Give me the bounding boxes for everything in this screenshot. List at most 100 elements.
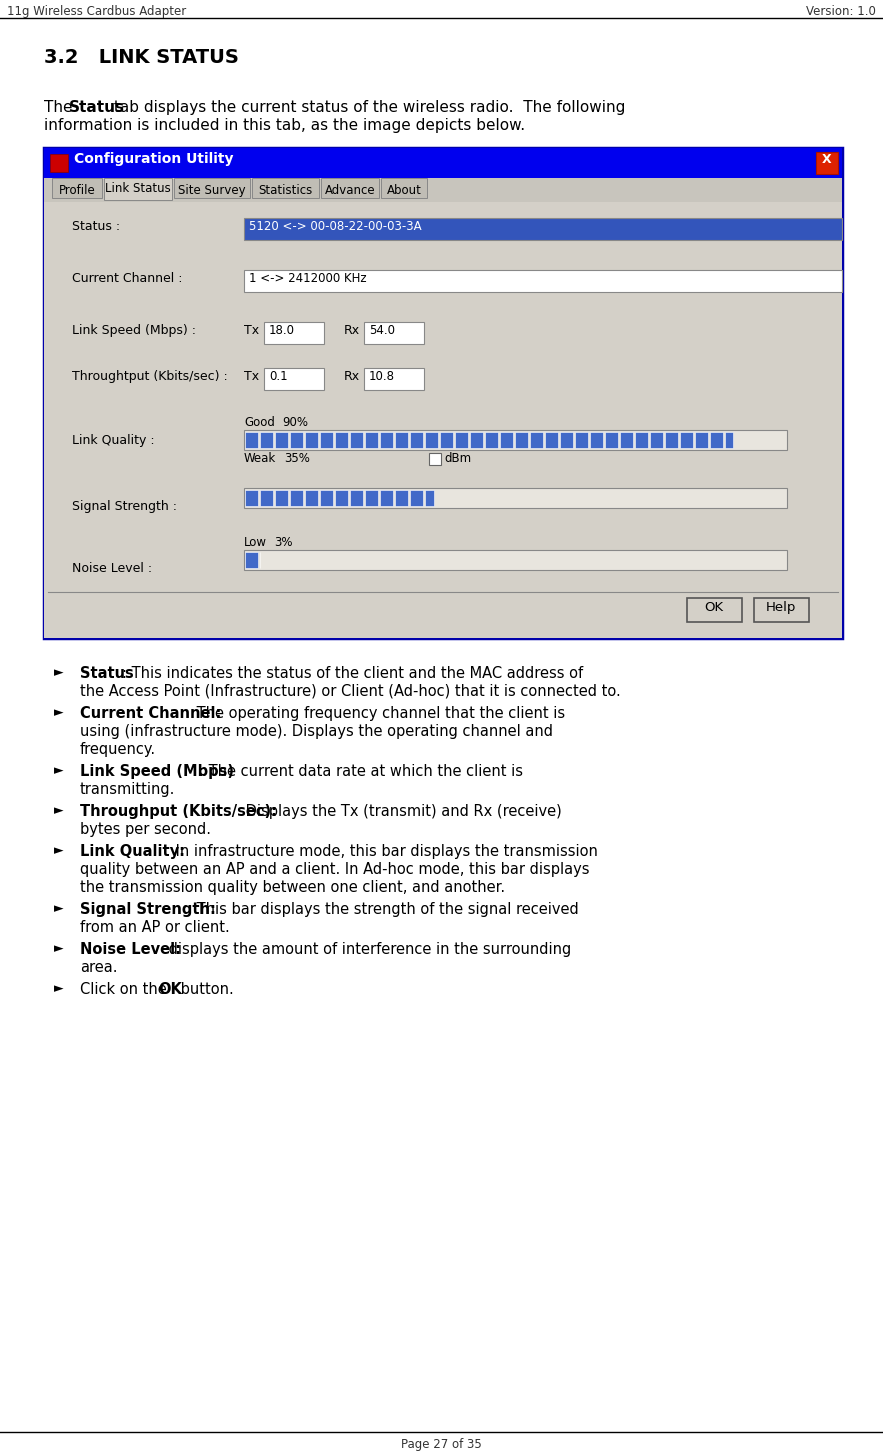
Text: Link Quality:: Link Quality: xyxy=(80,843,185,859)
Text: Noise Level:: Noise Level: xyxy=(80,942,181,957)
Bar xyxy=(260,432,273,448)
Bar xyxy=(470,432,483,448)
Text: Version: 1.0: Version: 1.0 xyxy=(806,4,876,17)
Text: ►: ► xyxy=(54,666,64,679)
Text: Link Speed (Mbps): Link Speed (Mbps) xyxy=(80,763,234,779)
Text: Weak: Weak xyxy=(244,452,276,465)
Text: from an AP or client.: from an AP or client. xyxy=(80,920,230,935)
Bar xyxy=(425,490,434,506)
Text: quality between an AP and a client. In Ad-hoc mode, this bar displays: quality between an AP and a client. In A… xyxy=(80,862,590,877)
Text: Configuration Utility: Configuration Utility xyxy=(74,153,233,166)
Text: Statistics: Statistics xyxy=(258,185,312,196)
Text: OK: OK xyxy=(158,981,182,997)
Bar xyxy=(754,598,809,622)
Bar xyxy=(44,202,842,638)
Bar xyxy=(305,432,318,448)
Text: Help: Help xyxy=(766,601,796,614)
Text: Status: Status xyxy=(69,100,125,115)
Bar xyxy=(260,490,273,506)
Text: ►: ► xyxy=(54,804,64,817)
Bar xyxy=(515,432,528,448)
Text: In infrastructure mode, this bar displays the transmission: In infrastructure mode, this bar display… xyxy=(171,843,598,859)
Bar xyxy=(245,490,258,506)
Text: 3.2   LINK STATUS: 3.2 LINK STATUS xyxy=(44,48,239,67)
Text: : This indicates the status of the client and the MAC address of: : This indicates the status of the clien… xyxy=(122,666,583,680)
Bar xyxy=(680,432,693,448)
Text: Displays the Tx (transmit) and Rx (receive): Displays the Tx (transmit) and Rx (recei… xyxy=(241,804,562,819)
Text: About: About xyxy=(387,185,421,196)
Text: Tx: Tx xyxy=(244,369,259,382)
Text: Status :: Status : xyxy=(72,220,120,233)
Text: Throughtput (Kbits/sec) :: Throughtput (Kbits/sec) : xyxy=(72,369,228,382)
Text: Current Channel :: Current Channel : xyxy=(72,272,183,285)
Text: The operating frequency channel that the client is: The operating frequency channel that the… xyxy=(192,707,565,721)
Bar xyxy=(695,432,708,448)
Text: Low: Low xyxy=(244,537,267,550)
Text: 5120 <-> 00-08-22-00-03-3A: 5120 <-> 00-08-22-00-03-3A xyxy=(249,220,421,233)
Bar xyxy=(725,432,733,448)
Text: Rx: Rx xyxy=(344,324,360,337)
Text: 35%: 35% xyxy=(284,452,310,465)
Bar xyxy=(252,177,319,198)
Text: ►: ► xyxy=(54,763,64,776)
Bar xyxy=(365,490,378,506)
Bar xyxy=(429,454,441,465)
Text: frequency.: frequency. xyxy=(80,742,156,758)
Bar xyxy=(244,550,787,570)
Bar xyxy=(104,177,172,201)
Bar xyxy=(455,432,468,448)
Bar xyxy=(530,432,543,448)
Bar xyxy=(320,490,333,506)
Bar xyxy=(364,368,424,390)
Bar xyxy=(380,490,393,506)
Text: Signal Strength:: Signal Strength: xyxy=(80,901,215,917)
Text: 54.0: 54.0 xyxy=(369,324,395,337)
Bar xyxy=(440,432,453,448)
Text: the Access Point (Infrastructure) or Client (Ad-hoc) that it is connected to.: the Access Point (Infrastructure) or Cli… xyxy=(80,683,621,699)
Text: X: X xyxy=(822,153,832,166)
Bar xyxy=(687,598,742,622)
Text: ►: ► xyxy=(54,942,64,955)
Bar xyxy=(425,432,438,448)
Bar xyxy=(381,177,427,198)
Text: 10.8: 10.8 xyxy=(369,369,395,382)
Text: using (infrastructure mode). Displays the operating channel and: using (infrastructure mode). Displays th… xyxy=(80,724,553,739)
Bar xyxy=(320,432,333,448)
Text: 1 <-> 2412000 KHz: 1 <-> 2412000 KHz xyxy=(249,272,366,285)
Bar xyxy=(364,321,424,345)
Bar xyxy=(245,432,258,448)
Bar xyxy=(635,432,648,448)
Text: Throughput (Kbits/sec):: Throughput (Kbits/sec): xyxy=(80,804,277,819)
Text: ►: ► xyxy=(54,901,64,915)
Bar xyxy=(560,432,573,448)
Text: OK: OK xyxy=(705,601,723,614)
Bar xyxy=(350,490,363,506)
Bar xyxy=(665,432,678,448)
Bar xyxy=(365,432,378,448)
Text: ►: ► xyxy=(54,981,64,995)
Text: : The current data rate at which the client is: : The current data rate at which the cli… xyxy=(199,763,523,779)
Text: button.: button. xyxy=(176,981,234,997)
Text: Signal Strength :: Signal Strength : xyxy=(72,500,177,513)
Text: Noise Level :: Noise Level : xyxy=(72,563,152,574)
Bar xyxy=(395,490,408,506)
Bar xyxy=(264,321,324,345)
Bar xyxy=(545,432,558,448)
Bar xyxy=(321,177,379,198)
Bar xyxy=(410,490,423,506)
Text: information is included in this tab, as the image depicts below.: information is included in this tab, as … xyxy=(44,118,525,132)
Bar xyxy=(264,368,324,390)
Bar xyxy=(575,432,588,448)
Text: ►: ► xyxy=(54,707,64,718)
Text: tab displays the current status of the wireless radio.  The following: tab displays the current status of the w… xyxy=(109,100,625,115)
Text: area.: area. xyxy=(80,960,117,976)
Bar xyxy=(485,432,498,448)
Bar xyxy=(816,153,838,174)
Text: Current Channel:: Current Channel: xyxy=(80,707,222,721)
Text: Click on the: Click on the xyxy=(80,981,171,997)
Text: Link Quality :: Link Quality : xyxy=(72,433,155,446)
Bar xyxy=(395,432,408,448)
Bar xyxy=(290,490,303,506)
Bar xyxy=(44,148,842,177)
Bar xyxy=(52,177,102,198)
